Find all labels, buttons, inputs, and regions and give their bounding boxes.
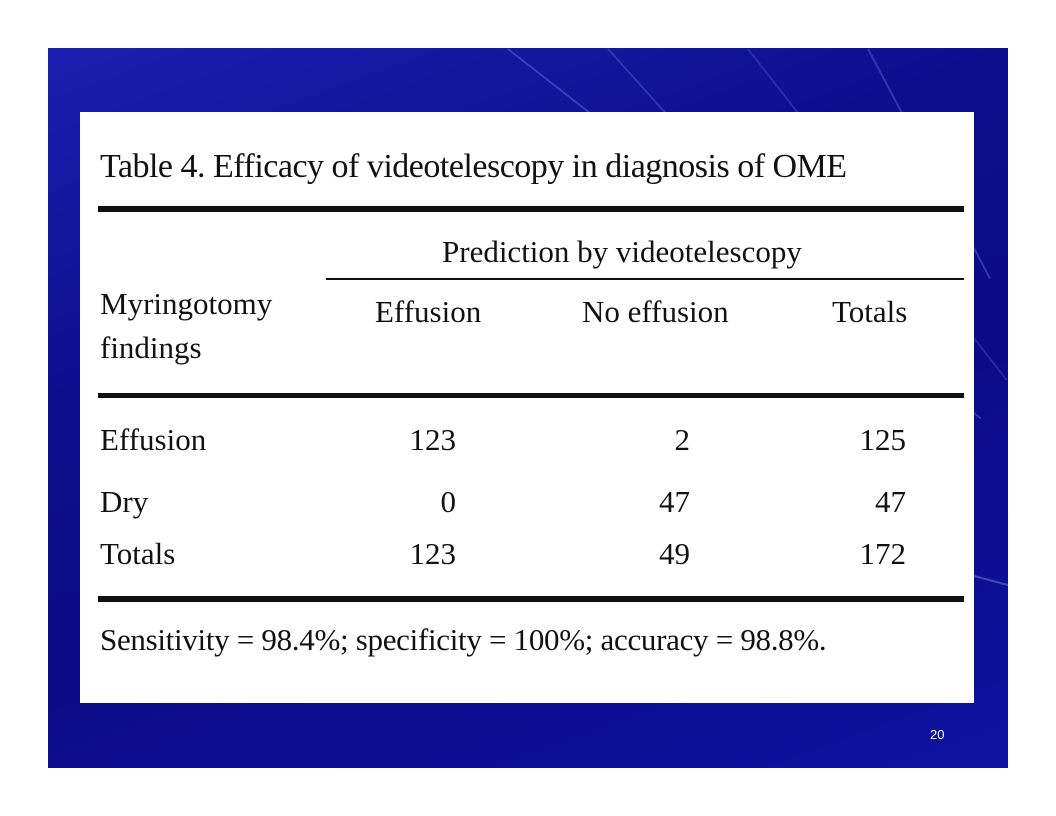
table-image-panel: Table 4. Efficacy of videotelescopy in d… <box>80 112 974 703</box>
table-cell: 172 <box>859 536 907 571</box>
slide: Table 4. Efficacy of videotelescopy in d… <box>48 48 1008 768</box>
table-footnote: Sensitivity = 98.4%; specificity = 100%;… <box>100 622 827 657</box>
table-cell: 0 <box>440 484 457 519</box>
bottom-rule <box>98 596 964 602</box>
row-label: Effusion <box>100 422 207 457</box>
header-rule <box>98 393 964 398</box>
table-cell: 2 <box>674 422 691 457</box>
table-cell: 47 <box>659 484 690 519</box>
row-label: Totals <box>100 536 176 571</box>
group-header-rule <box>326 278 964 280</box>
column-header-totals: Totals <box>832 294 908 329</box>
table-cell: 123 <box>409 536 457 571</box>
group-header: Prediction by videotelescopy <box>442 234 802 269</box>
table-cell: 47 <box>875 484 906 519</box>
row-label: Dry <box>100 484 149 519</box>
row-header: Myringotomy findings <box>100 282 310 370</box>
table-title: Table 4. Efficacy of videotelescopy in d… <box>100 148 847 185</box>
table-cell: 123 <box>409 422 457 457</box>
top-rule <box>98 206 964 212</box>
table-cell: 125 <box>859 422 907 457</box>
column-header-no-effusion: No effusion <box>582 294 729 329</box>
column-header-effusion: Effusion <box>375 294 482 329</box>
row-header-text: Myringotomy findings <box>100 286 273 365</box>
table-cell: 49 <box>659 536 690 571</box>
page-number: 20 <box>930 727 945 742</box>
